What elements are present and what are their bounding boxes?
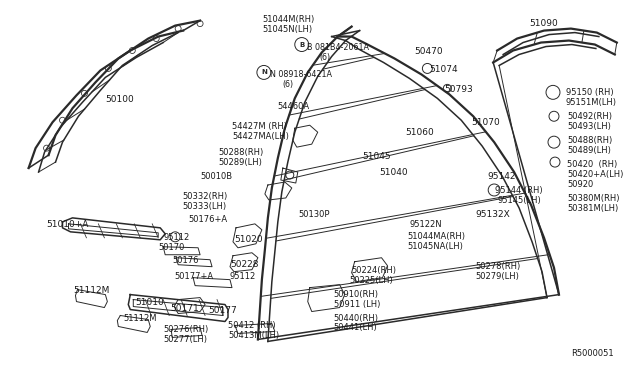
Text: 50381M(LH): 50381M(LH) xyxy=(567,204,618,213)
Text: 50493(LH): 50493(LH) xyxy=(567,122,611,131)
Text: 50010B: 50010B xyxy=(200,172,232,181)
Text: 54460A: 54460A xyxy=(278,102,310,111)
Text: 51045: 51045 xyxy=(363,152,391,161)
Text: 50177+A: 50177+A xyxy=(174,272,213,281)
Text: B: B xyxy=(299,42,305,48)
Text: 51090: 51090 xyxy=(529,19,558,28)
Text: 95112: 95112 xyxy=(163,233,189,242)
Text: 95132X: 95132X xyxy=(476,210,510,219)
Text: 51044M(RH): 51044M(RH) xyxy=(262,15,314,24)
Text: 50441(LH): 50441(LH) xyxy=(333,324,378,333)
Text: N 08918-6421A: N 08918-6421A xyxy=(270,70,332,80)
Text: 95151M(LH): 95151M(LH) xyxy=(566,98,617,108)
Text: 50793: 50793 xyxy=(444,86,473,94)
Text: R5000051: R5000051 xyxy=(571,349,614,358)
Text: 50910(RH): 50910(RH) xyxy=(333,290,379,299)
Text: 50920: 50920 xyxy=(567,180,593,189)
Text: 50332(RH): 50332(RH) xyxy=(182,192,227,201)
Text: (6): (6) xyxy=(283,80,294,89)
Text: (6): (6) xyxy=(320,52,331,61)
Text: 50224(RH): 50224(RH) xyxy=(351,266,397,275)
Text: 51045N(LH): 51045N(LH) xyxy=(262,25,312,33)
Text: 50911 (LH): 50911 (LH) xyxy=(333,299,380,309)
Text: 95122N: 95122N xyxy=(410,220,442,229)
Text: 51074: 51074 xyxy=(429,65,458,74)
Text: 51010+A: 51010+A xyxy=(47,220,89,229)
Text: 50279(LH): 50279(LH) xyxy=(476,272,519,281)
Text: 50380M(RH): 50380M(RH) xyxy=(567,194,620,203)
Text: 50130P: 50130P xyxy=(299,210,330,219)
Text: 51112M: 51112M xyxy=(74,286,110,295)
Text: 54427MA(LH): 54427MA(LH) xyxy=(232,132,289,141)
Text: 50470: 50470 xyxy=(415,46,443,55)
Text: 51010: 51010 xyxy=(135,298,164,307)
Text: 95112: 95112 xyxy=(230,272,256,281)
Text: 50289(LH): 50289(LH) xyxy=(218,158,262,167)
Text: 50177: 50177 xyxy=(208,305,237,315)
Text: 95142: 95142 xyxy=(487,172,516,181)
Text: 50225(LH): 50225(LH) xyxy=(349,276,394,285)
Text: N: N xyxy=(261,70,267,76)
Text: 50176: 50176 xyxy=(172,256,198,265)
Text: 51020: 51020 xyxy=(234,235,262,244)
Text: 51112M: 51112M xyxy=(124,314,157,323)
Text: 50277(LH): 50277(LH) xyxy=(163,336,207,344)
Text: 50100: 50100 xyxy=(106,95,134,104)
Text: 50170: 50170 xyxy=(158,243,184,252)
Text: 50288(RH): 50288(RH) xyxy=(218,148,263,157)
Text: 50278(RH): 50278(RH) xyxy=(476,262,520,271)
Text: 54427M (RH): 54427M (RH) xyxy=(232,122,287,131)
Text: 50228: 50228 xyxy=(230,260,259,269)
Text: 50489(LH): 50489(LH) xyxy=(567,146,611,155)
Text: 50488(RH): 50488(RH) xyxy=(567,136,612,145)
Text: 95144 (RH): 95144 (RH) xyxy=(495,186,543,195)
Text: 50412 (RH): 50412 (RH) xyxy=(228,321,276,330)
Text: 50176+A: 50176+A xyxy=(188,215,227,224)
Text: 51040: 51040 xyxy=(380,168,408,177)
Text: 50333(LH): 50333(LH) xyxy=(182,202,227,211)
Text: 50171: 50171 xyxy=(170,304,199,312)
Text: 50420  (RH): 50420 (RH) xyxy=(567,160,617,169)
Text: 51044MA(RH): 51044MA(RH) xyxy=(408,232,465,241)
Text: 50413M(LH): 50413M(LH) xyxy=(228,331,279,340)
Text: 51045NA(LH): 51045NA(LH) xyxy=(408,242,463,251)
Text: 50440(RH): 50440(RH) xyxy=(333,314,379,323)
Text: 50276(RH): 50276(RH) xyxy=(163,326,209,334)
Text: B 081B4-2061A: B 081B4-2061A xyxy=(307,42,369,52)
Text: 95150 (RH): 95150 (RH) xyxy=(566,89,614,97)
Text: 51070: 51070 xyxy=(471,118,500,127)
Text: 50492(RH): 50492(RH) xyxy=(567,112,612,121)
Text: 51060: 51060 xyxy=(406,128,434,137)
Text: 95145(LH): 95145(LH) xyxy=(497,196,541,205)
Text: 50420+A(LH): 50420+A(LH) xyxy=(567,170,623,179)
